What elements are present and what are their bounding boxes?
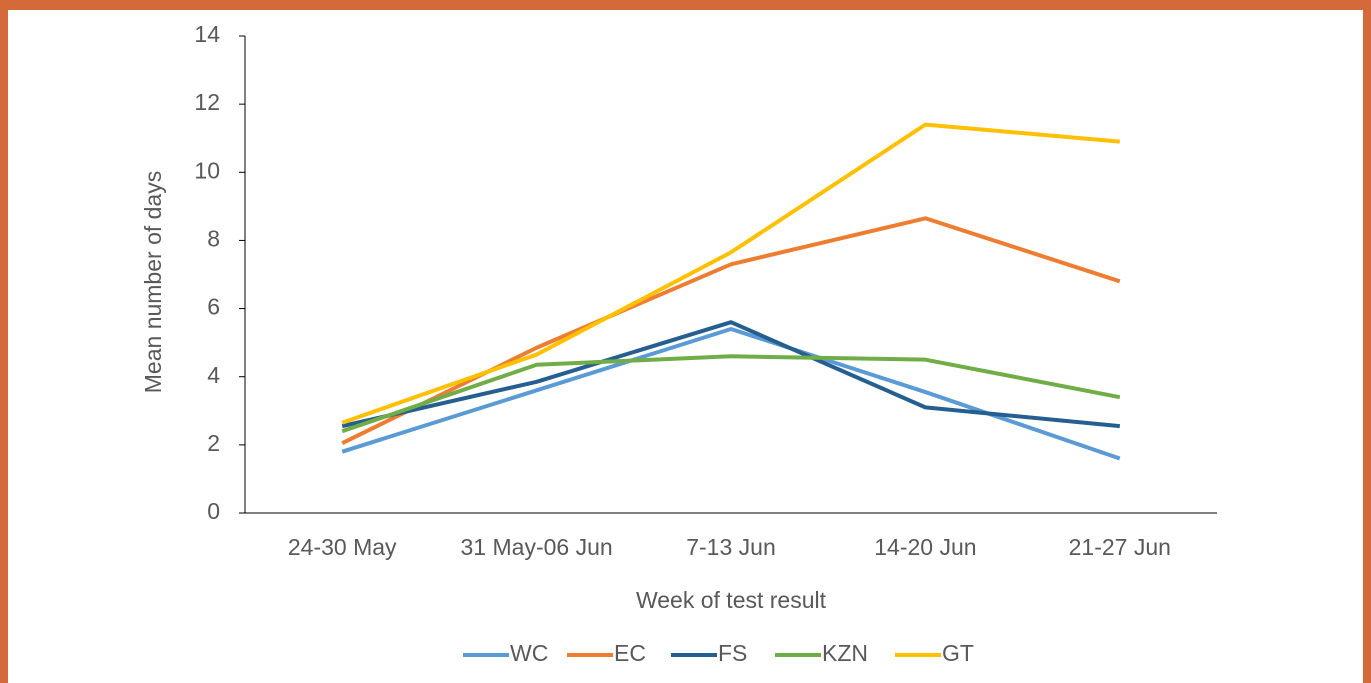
series-line — [341, 216, 1121, 445]
y-tick-label: 0 — [207, 498, 220, 524]
legend-label: FS — [718, 640, 747, 666]
x-tick-label: 21-27 Jun — [1069, 534, 1171, 560]
x-tick-label: 24-30 May — [288, 534, 397, 560]
legend-label: WC — [510, 640, 548, 666]
legend-label: GT — [942, 640, 974, 666]
panel — [8, 10, 1363, 683]
x-axis-label: Week of test result — [636, 587, 827, 613]
y-tick-label: 4 — [207, 362, 220, 388]
y-tick-label: 6 — [207, 294, 220, 320]
series-line — [341, 354, 1121, 434]
x-tick-label: 7-13 Jun — [686, 534, 776, 560]
y-tick-label: 2 — [207, 430, 220, 456]
y-tick-label: 12 — [194, 89, 220, 115]
legend-label: KZN — [822, 640, 868, 666]
y-tick-label: 8 — [207, 226, 220, 252]
y-tick-label: 10 — [194, 157, 220, 183]
series-line — [341, 320, 1120, 429]
x-tick-label: 31 May-06 Jun — [461, 534, 613, 560]
y-tick-label: 14 — [194, 21, 220, 47]
legend-label: EC — [614, 640, 646, 666]
y-axis-label: Mean number of days — [140, 171, 166, 393]
series-line — [341, 122, 1120, 425]
x-tick-label: 14-20 Jun — [874, 534, 976, 560]
